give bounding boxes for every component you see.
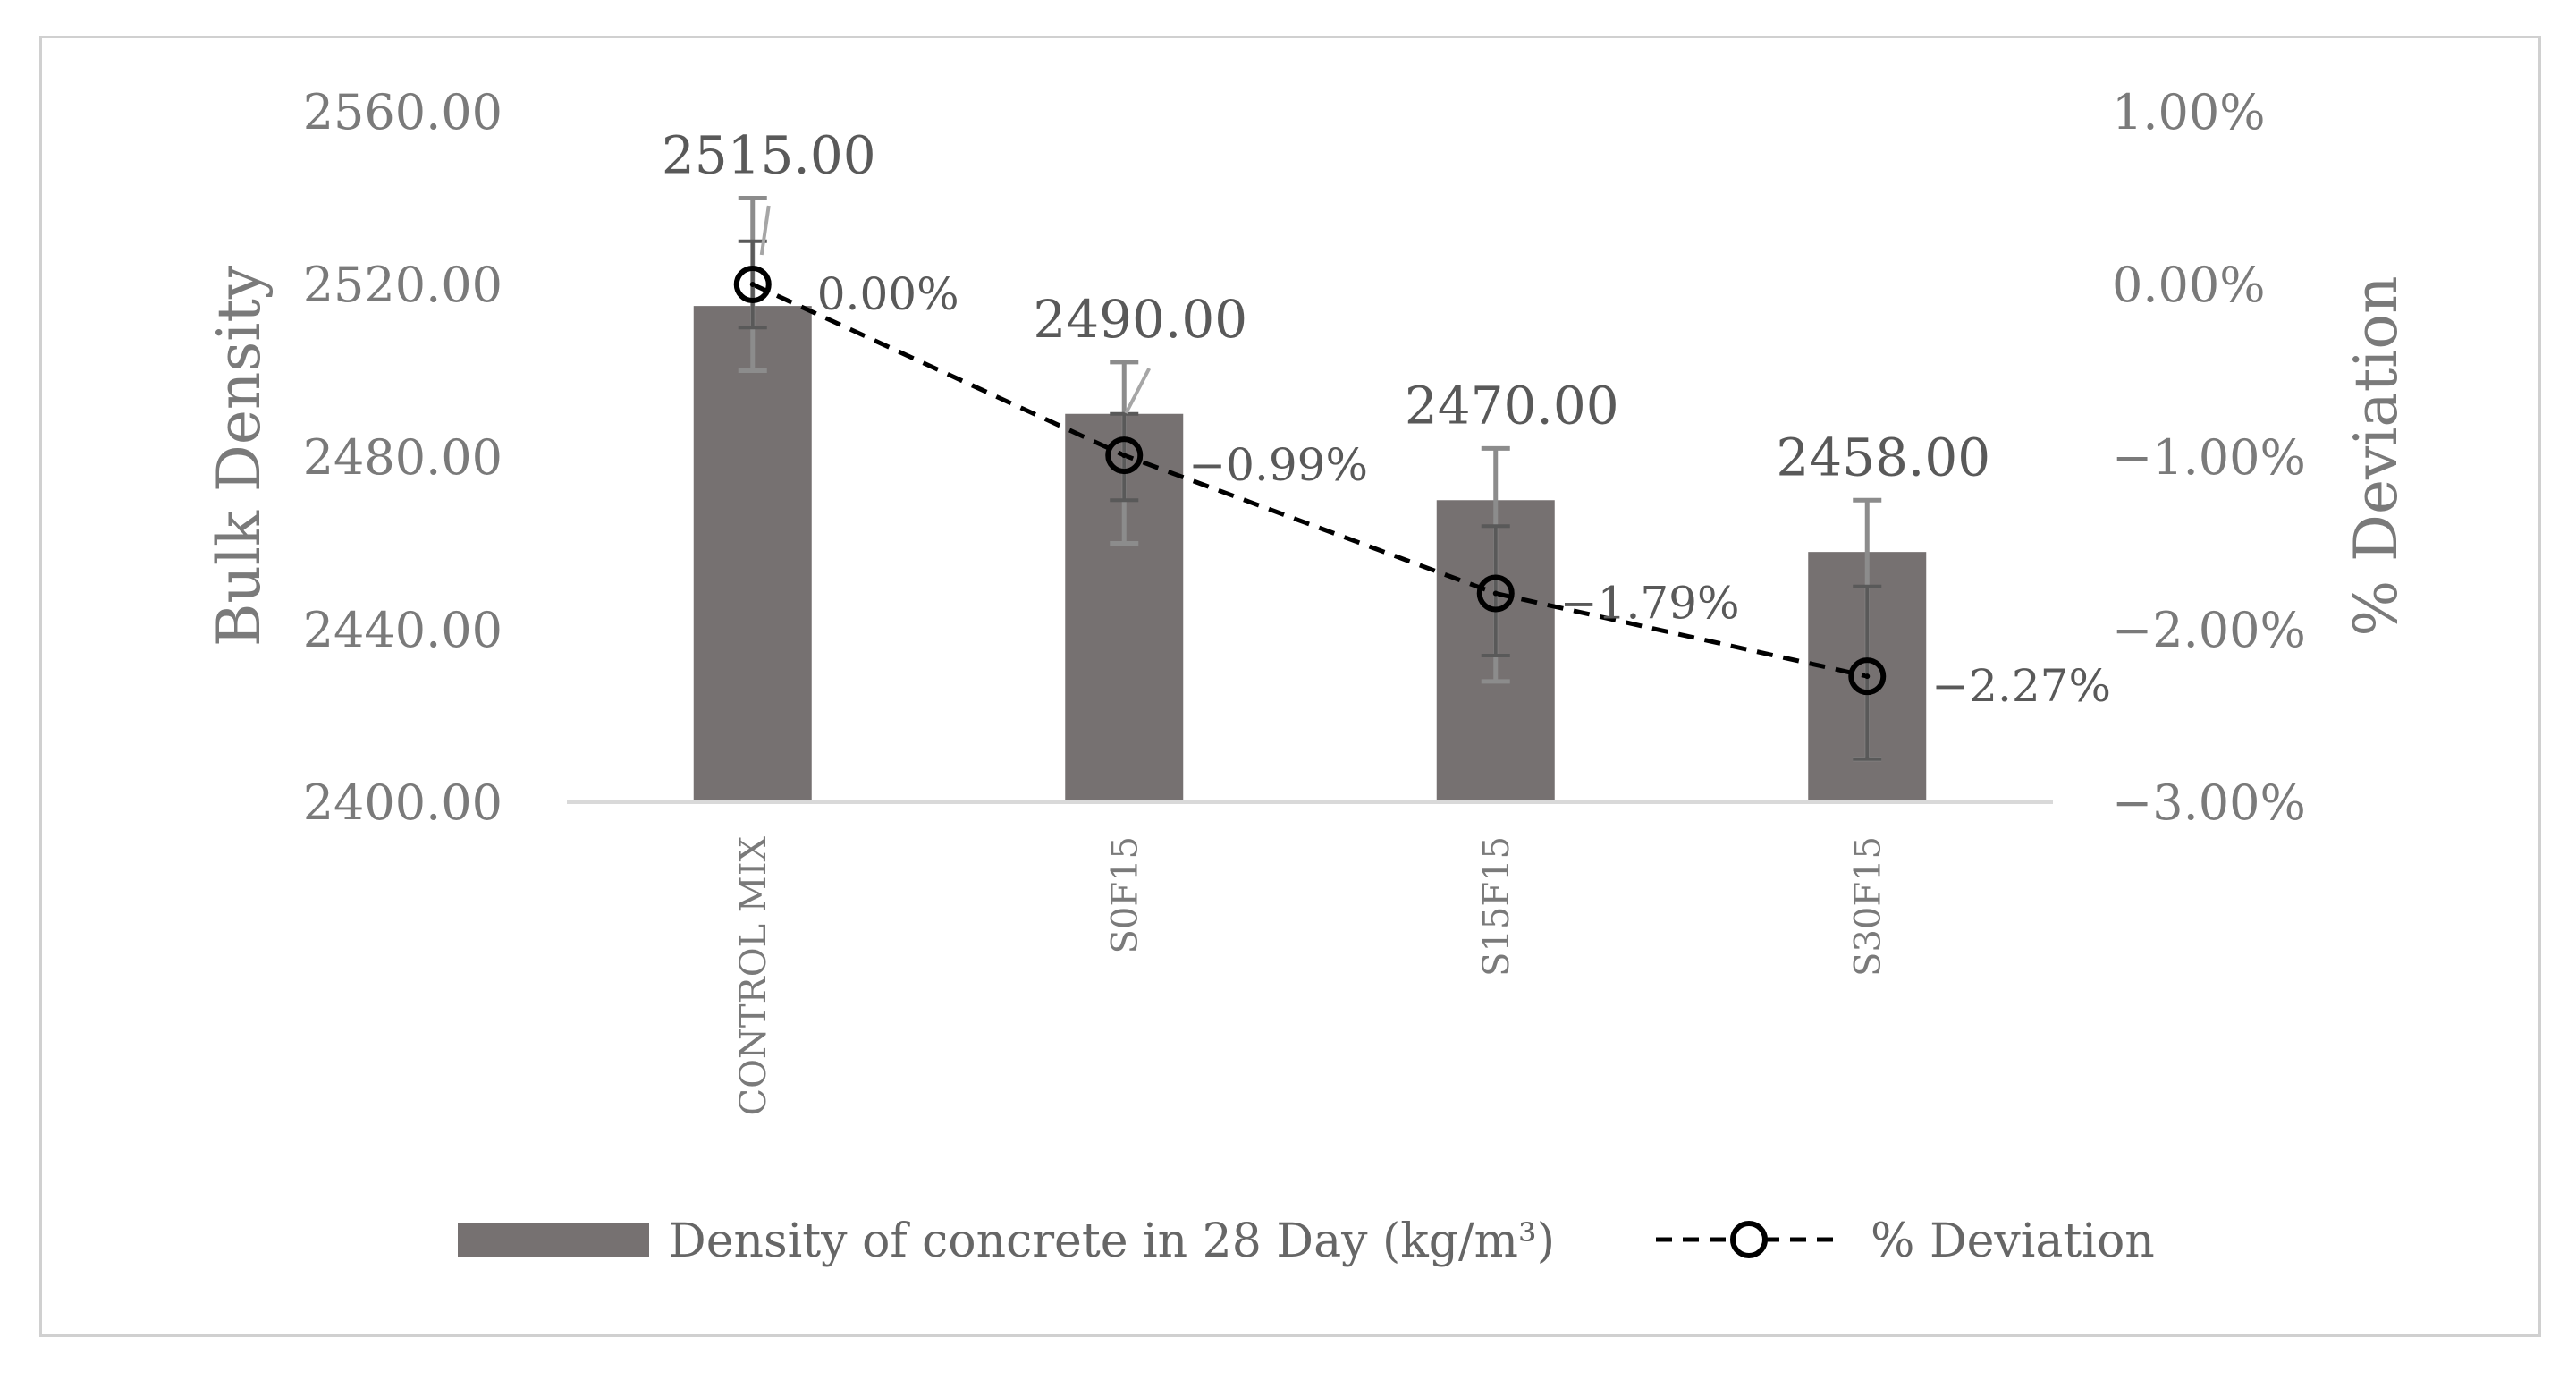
category-label: S15F15 (1476, 836, 1517, 977)
left-tick-label: 2440.00 (303, 602, 503, 658)
bar-value-label: 2470.00 (1405, 375, 1619, 436)
deviation-value-label: 0.00% (817, 268, 959, 320)
deviation-series (733, 239, 1887, 761)
label-leader-line (759, 205, 771, 256)
bar-value-label: 2490.00 (1033, 289, 1247, 350)
deviation-marker-dot (1864, 673, 1871, 680)
legend-bar-label: Density of concrete in 28 Day (kg/m³) (669, 1215, 1555, 1268)
category-label: S0F15 (1104, 836, 1145, 954)
bar-series (693, 306, 1927, 802)
chart-frame (39, 36, 2541, 1337)
left-tick-label: 2520.00 (303, 257, 503, 313)
deviation-marker-dot (1492, 590, 1499, 597)
deviation-marker (1105, 436, 1144, 475)
category-label: CONTROL MIX (733, 835, 774, 1115)
deviation-value-label: −1.79% (1560, 577, 1740, 629)
legend-line-label: % Deviation (1871, 1215, 2155, 1268)
category-label: S30F15 (1847, 836, 1888, 977)
bar-value-label: 2458.00 (1776, 427, 1990, 487)
bar-value-label: 2515.00 (662, 125, 876, 186)
left-tick-label: 2400.00 (303, 775, 503, 831)
deviation-value-label: −0.99% (1188, 439, 1368, 491)
data-labels: 2515.00 2490.00 2470.00 2458.00 0.00% −0.99% −… (662, 125, 2111, 713)
left-y-axis: 2400.00 2440.00 2480.00 2520.00 2560.00 (303, 84, 503, 831)
bar (693, 306, 812, 802)
label-leader-line (1124, 368, 1152, 414)
category-labels: CONTROL MIX S0F15 S15F15 S30F15 (733, 835, 1889, 1115)
deviation-marker-dot (749, 282, 756, 287)
right-y-axis: −3.00% −2.00% −1.00% 0.00% 1.00% (2112, 84, 2306, 831)
left-axis-title: Bulk Density (205, 265, 274, 647)
deviation-marker (733, 266, 772, 303)
right-tick-label: −1.00% (2112, 429, 2306, 486)
deviation-marker-dot (1121, 453, 1128, 459)
legend-bar-swatch (458, 1223, 649, 1257)
deviation-line (751, 282, 1868, 679)
deviation-marker (1848, 657, 1887, 696)
deviation-marker (1476, 574, 1515, 613)
right-tick-label: −3.00% (2112, 775, 2306, 831)
deviation-value-label: −2.27% (1931, 660, 2111, 712)
right-tick-label: 0.00% (2112, 257, 2266, 313)
left-tick-label: 2560.00 (303, 84, 503, 140)
left-tick-label: 2480.00 (303, 429, 503, 486)
right-tick-label: −2.00% (2112, 602, 2306, 658)
right-tick-label: 1.00% (2112, 84, 2266, 140)
legend: Density of concrete in 28 Day (kg/m³) % D… (458, 1215, 2155, 1268)
legend-line-marker (1730, 1221, 1768, 1258)
right-axis-title: % Deviation (2342, 275, 2411, 636)
